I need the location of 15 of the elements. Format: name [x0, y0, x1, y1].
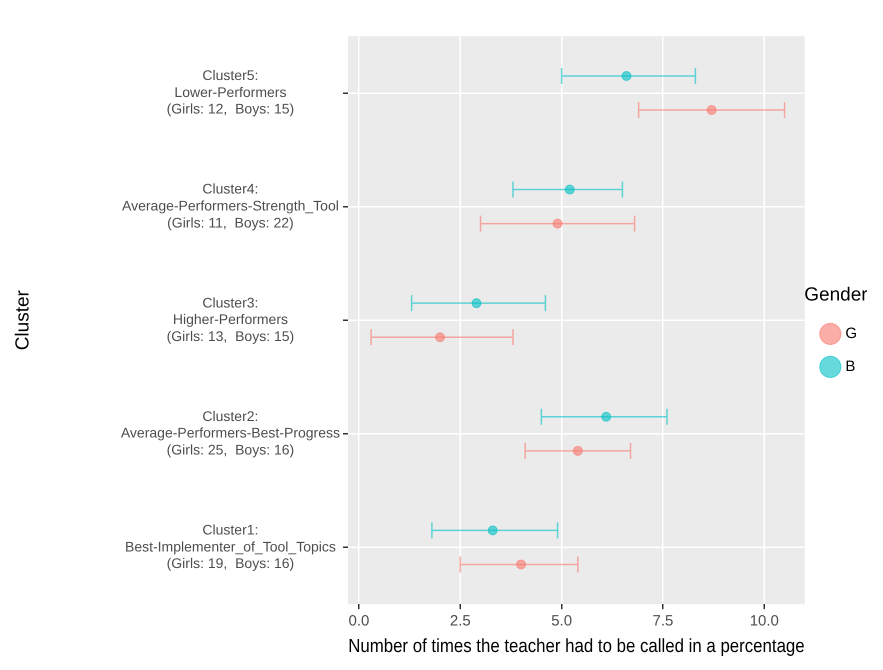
legend-title: Gender: [804, 284, 868, 306]
y-axis-title: Cluster: [12, 289, 34, 350]
legend-label: G: [845, 325, 858, 342]
x-tick-label: 0.0: [348, 612, 370, 630]
x-tick-label: 2.5: [450, 612, 471, 630]
y-tick-label: Cluster5: Lower-Performers (Girls: 12, Boys: 15): [166, 67, 294, 117]
x-tick-label: 10.0: [750, 612, 779, 630]
legend-label: B: [845, 358, 856, 376]
y-tick-label: Cluster2: Average-Performers-Best-Progress (Girls: 25, Boys: 16): [120, 408, 340, 458]
x-tick-label: 7.5: [652, 612, 674, 630]
y-tick-label: Cluster1: Best-Implementer_of_Tool_Topics (Girls: 19, Boys: 16): [124, 521, 336, 572]
y-tick-label: Cluster3: Higher-Performers (Girls: 13, Boys: 15): [166, 294, 294, 344]
x-axis-title: Number of times the teacher had to be called in a percentage: [348, 634, 805, 656]
y-tick-label: Cluster4: Average-Performers-Strength_Tool (Girls: 11, Boys: 22): [122, 180, 339, 230]
x-tick-label: 5.0: [551, 612, 572, 630]
